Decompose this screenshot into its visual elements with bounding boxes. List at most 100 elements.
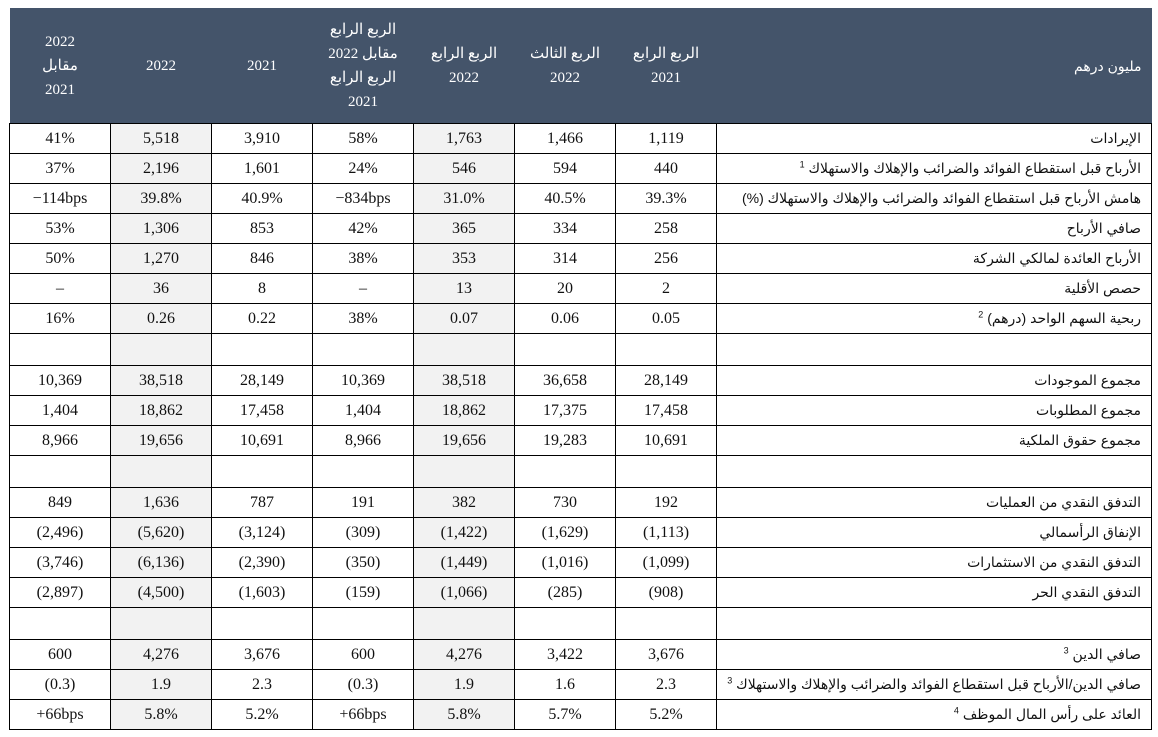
spacer-row (9, 607, 1152, 640)
row-label: الأرباح العائدة لمالكي الشركة (716, 243, 1152, 274)
cell-q4-2021: 2.3 (615, 669, 717, 700)
row-label: الأرباح قبل استقطاع الفوائد والضرائب وال… (716, 153, 1152, 184)
row-label-text: صافي الأرباح (1066, 220, 1141, 236)
cell-q4-vs: 191 (312, 487, 414, 518)
cell-q3-2022: 594 (514, 153, 616, 184)
empty-cell (110, 333, 212, 366)
cell-q3-2022: 40.5% (514, 183, 616, 214)
header-line: الربع الثالث (529, 45, 601, 62)
cell-q4-2022: 0.07 (413, 303, 515, 334)
cell-fy-2021: 8 (211, 273, 313, 304)
row-label-text: الإنفاق الرأسمالي (1039, 524, 1141, 540)
row-label: الإيرادات (716, 123, 1152, 154)
empty-cell (615, 607, 717, 640)
empty-cell (211, 607, 313, 640)
row-label: مجموع حقوق الملكية (716, 425, 1152, 456)
header-fy-vs: 2022 مقابل 2021 (9, 8, 111, 124)
cell-fy-vs: +66bps (9, 699, 111, 730)
cell-fy-2021: 5.2% (211, 699, 313, 730)
empty-cell (514, 333, 616, 366)
row-label: صافي الدين/الأرباح قبل استقطاع الفوائد و… (716, 669, 1152, 700)
cell-q4-2022: 13 (413, 273, 515, 304)
cell-q4-2022: 1,763 (413, 123, 515, 154)
cell-fy-2021: 40.9% (211, 183, 313, 214)
row-label-text: حصص الأقلية (1064, 280, 1141, 296)
cell-q4-2022: 38,518 (413, 365, 515, 396)
cell-q4-2021: 10,691 (615, 425, 717, 456)
row-label: حصص الأقلية (716, 273, 1152, 304)
cell-fy-2021: 787 (211, 487, 313, 518)
empty-cell (413, 455, 515, 488)
cell-q4-2021: 258 (615, 213, 717, 244)
header-line: 2021 (348, 93, 378, 110)
cell-q4-2021: (1,113) (615, 517, 717, 548)
row-label-text: الإيرادات (1090, 130, 1141, 146)
cell-q4-2021: 3,676 (615, 639, 717, 670)
cell-q4-vs: −834bps (312, 183, 414, 214)
header-fy-2022: 2022 (110, 8, 212, 124)
row-label: التدفق النقدي من العمليات (716, 487, 1152, 518)
header-line: 2021 (45, 81, 75, 98)
cell-q4-vs: (0.3) (312, 669, 414, 700)
row-label: صافي الدين 3 (716, 639, 1152, 670)
cell-q3-2022: 334 (514, 213, 616, 244)
cell-fy-2021: 10,691 (211, 425, 313, 456)
cell-q4-vs: 8,966 (312, 425, 414, 456)
cell-q4-2022: 353 (413, 243, 515, 274)
row-label-text: التدفق النقدي من الاستثمارات (967, 554, 1141, 570)
header-line: مقابل (42, 57, 78, 74)
table-row: (2,496) (5,620) (3,124) (309) (1,422) (1,629)… (9, 517, 1152, 548)
cell-fy-vs: 50% (9, 243, 111, 274)
cell-q4-2022: 31.0% (413, 183, 515, 214)
unit-label: مليون درهم (1074, 57, 1142, 74)
header-line: 2022 (45, 33, 75, 50)
cell-q4-2021: 192 (615, 487, 717, 518)
cell-q3-2022: 5.7% (514, 699, 616, 730)
row-label: الإنفاق الرأسمالي (716, 517, 1152, 548)
cell-q3-2022: 19,283 (514, 425, 616, 456)
cell-fy-vs: 1,404 (9, 395, 111, 426)
cell-q4-2021: 256 (615, 243, 717, 274)
table-row: 10,369 38,518 28,149 10,369 38,518 36,658 28,1… (9, 365, 1152, 396)
cell-fy-vs: 41% (9, 123, 111, 154)
cell-q4-vs: 38% (312, 243, 414, 274)
cell-q4-2022: 382 (413, 487, 515, 518)
header-line: 2021 (651, 69, 681, 86)
cell-fy-vs: 600 (9, 639, 111, 670)
footnote-marker: 3 (727, 675, 733, 686)
empty-cell (9, 333, 111, 366)
table-row: 8,966 19,656 10,691 8,966 19,656 19,283 10,691… (9, 425, 1152, 456)
financial-summary-table: 2022 مقابل 2021 2022 2021 الربع الرابع 2… (9, 8, 1152, 730)
footnote-marker: 1 (799, 159, 805, 170)
cell-q4-2022: 365 (413, 213, 515, 244)
cell-fy-2022: 18,862 (110, 395, 212, 426)
cell-fy-vs: 10,369 (9, 365, 111, 396)
cell-fy-2022: 5,518 (110, 123, 212, 154)
cell-fy-vs: 849 (9, 487, 111, 518)
cell-fy-2022: 1,270 (110, 243, 212, 274)
row-label: مجموع الموجودات (716, 365, 1152, 396)
cell-fy-2021: 3,676 (211, 639, 313, 670)
row-label-text: العائد على رأس المال الموظف (962, 706, 1141, 722)
cell-q4-vs: 42% (312, 213, 414, 244)
cell-fy-2021: 3,910 (211, 123, 313, 154)
cell-q4-vs: 1,404 (312, 395, 414, 426)
table-row: (2,897) (4,500) (1,603) (159) (1,066) (285) (9… (9, 577, 1152, 608)
empty-cell (514, 455, 616, 488)
empty-cell (716, 607, 1152, 640)
row-label: هامش الأرباح قبل استقطاع الفوائد والضرائ… (716, 183, 1152, 214)
cell-fy-2022: (6,136) (110, 547, 212, 578)
cell-fy-2022: (4,500) (110, 577, 212, 608)
row-label-text: الأرباح قبل استقطاع الفوائد والضرائب وال… (808, 160, 1142, 176)
table-row: 37% 2,196 1,601 24% 546 594 440 الأرباح قبل است… (9, 153, 1152, 184)
cell-q3-2022: 314 (514, 243, 616, 274)
empty-cell (716, 333, 1152, 366)
cell-fy-vs: 8,966 (9, 425, 111, 456)
table-row: 53% 1,306 853 42% 365 334 258 صافي الأرباح (9, 213, 1152, 244)
cell-fy-2022: 36 (110, 273, 212, 304)
cell-q4-vs: 24% (312, 153, 414, 184)
cell-fy-2022: 4,276 (110, 639, 212, 670)
footnote-marker: 4 (953, 705, 959, 716)
header-q4-2021: الربع الرابع 2021 (615, 8, 717, 124)
row-label-text: هامش الأرباح قبل استقطاع الفوائد والضرائ… (741, 190, 1141, 206)
